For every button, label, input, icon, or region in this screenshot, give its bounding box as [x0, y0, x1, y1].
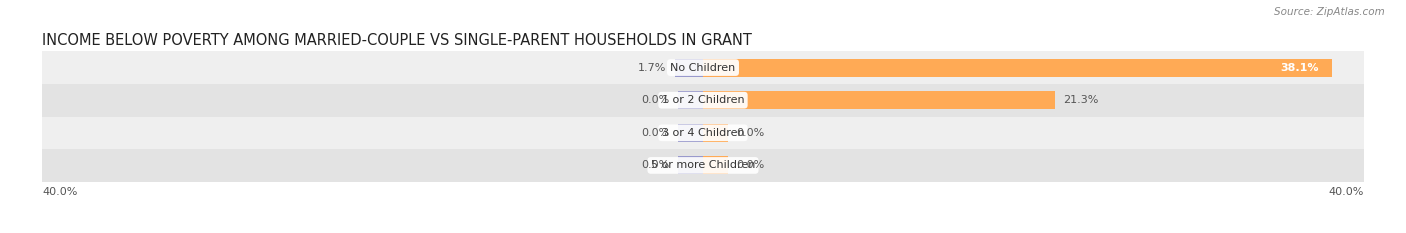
Bar	[678, 157, 703, 174]
Legend: Married Couples, Single Parents: Married Couples, Single Parents	[586, 229, 820, 233]
Text: 40.0%: 40.0%	[42, 187, 77, 197]
Bar	[678, 91, 703, 109]
Text: No Children: No Children	[671, 63, 735, 72]
Bar	[42, 51, 1364, 84]
Text: 5 or more Children: 5 or more Children	[651, 161, 755, 170]
Bar	[678, 124, 703, 142]
Bar	[703, 157, 728, 174]
Bar	[42, 149, 1364, 182]
Text: 1 or 2 Children: 1 or 2 Children	[662, 95, 744, 105]
Bar	[703, 58, 1333, 76]
Bar	[675, 58, 703, 76]
Bar	[703, 91, 1054, 109]
Text: 1.7%: 1.7%	[638, 63, 666, 72]
Text: 0.0%: 0.0%	[641, 128, 669, 138]
Text: 38.1%: 38.1%	[1281, 63, 1319, 72]
Bar	[703, 124, 728, 142]
Text: 0.0%: 0.0%	[641, 161, 669, 170]
Text: 0.0%: 0.0%	[737, 128, 765, 138]
Bar	[42, 84, 1364, 116]
Text: 40.0%: 40.0%	[1329, 187, 1364, 197]
Bar	[42, 116, 1364, 149]
Text: Source: ZipAtlas.com: Source: ZipAtlas.com	[1274, 7, 1385, 17]
Text: 0.0%: 0.0%	[737, 161, 765, 170]
Text: 0.0%: 0.0%	[641, 95, 669, 105]
Text: 3 or 4 Children: 3 or 4 Children	[662, 128, 744, 138]
Text: INCOME BELOW POVERTY AMONG MARRIED-COUPLE VS SINGLE-PARENT HOUSEHOLDS IN GRANT: INCOME BELOW POVERTY AMONG MARRIED-COUPL…	[42, 33, 752, 48]
Text: 21.3%: 21.3%	[1063, 95, 1098, 105]
